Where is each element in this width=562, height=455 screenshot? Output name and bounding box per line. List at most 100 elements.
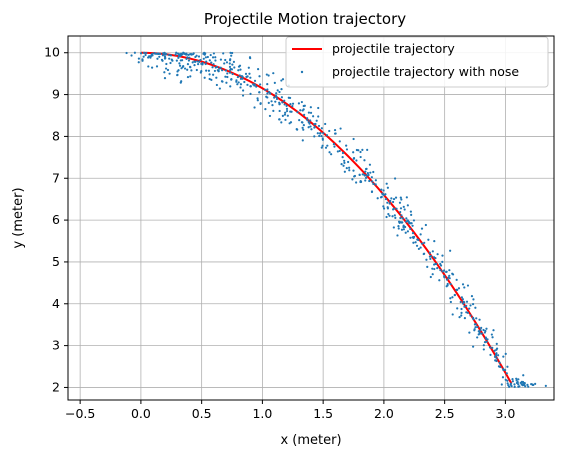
scatter-point	[410, 213, 413, 216]
scatter-point	[374, 183, 377, 186]
scatter-point	[456, 307, 459, 310]
scatter-point	[274, 100, 277, 103]
scatter-point	[212, 73, 215, 76]
scatter-point	[289, 121, 293, 124]
scatter-point	[392, 207, 396, 210]
y-tick-label: 3	[52, 338, 60, 353]
x-axis-ticks: −0.5 0.0 0.5 1.0 1.5 2.0 2.5 3.0	[65, 400, 515, 421]
scatter-point	[460, 311, 463, 314]
scatter-point	[463, 305, 466, 308]
scatter-point	[175, 59, 178, 62]
scatter-point	[239, 83, 243, 86]
scatter-point	[229, 85, 232, 88]
scatter-point	[429, 275, 432, 279]
scatter-point	[322, 132, 325, 135]
scatter-point	[266, 88, 269, 91]
scatter-point	[219, 58, 223, 61]
scatter-point	[267, 74, 270, 77]
scatter-point	[256, 97, 259, 100]
scatter-point	[522, 374, 525, 377]
scatter-point	[502, 368, 505, 371]
scatter-point	[463, 317, 466, 320]
scatter-point	[189, 75, 192, 78]
scatter-point	[458, 316, 461, 319]
scatter-point	[197, 55, 201, 58]
scatter-point	[515, 381, 519, 385]
scatter-point	[492, 329, 495, 332]
scatter-point	[495, 347, 499, 350]
scatter-point	[278, 109, 281, 113]
scatter-point	[265, 95, 268, 98]
scatter-point	[200, 62, 203, 65]
scatter-point	[177, 56, 180, 59]
scatter-point	[258, 75, 261, 78]
scatter-point	[387, 212, 390, 216]
scatter-point	[412, 236, 415, 240]
scatter-point	[212, 63, 215, 66]
scatter-point	[159, 52, 162, 56]
scatter-point	[441, 270, 444, 273]
scatter-point	[224, 58, 227, 62]
scatter-point	[181, 53, 184, 56]
scatter-point	[183, 67, 187, 70]
scatter-point	[158, 55, 161, 58]
legend-entry-noisy: projectile trajectory with nose	[332, 64, 519, 79]
scatter-point	[212, 52, 216, 55]
scatter-point	[483, 331, 487, 334]
scatter-point	[363, 159, 366, 162]
scatter-point	[382, 207, 386, 210]
scatter-point	[178, 64, 182, 67]
scatter-point	[420, 227, 424, 230]
grid-lines	[68, 36, 554, 400]
scatter-point	[179, 59, 182, 62]
scatter-point	[436, 253, 439, 256]
scatter-point	[429, 257, 432, 261]
scatter-point	[476, 325, 479, 329]
scatter-point	[315, 119, 318, 122]
scatter-point	[343, 170, 346, 173]
scatter-point	[526, 383, 529, 386]
scatter-point	[194, 55, 197, 59]
scatter-point	[192, 52, 195, 55]
scatter-point	[451, 313, 454, 316]
scatter-point	[393, 214, 396, 217]
scatter-point	[317, 115, 320, 118]
scatter-point	[137, 61, 140, 64]
scatter-point	[486, 338, 489, 341]
scatter-point	[370, 176, 373, 179]
scatter-point	[499, 365, 502, 368]
scatter-point	[357, 149, 360, 152]
scatter-point	[259, 102, 262, 105]
scatter-point	[345, 144, 348, 147]
scatter-point	[199, 58, 202, 62]
scatter-point	[198, 60, 201, 63]
scatter-point	[515, 379, 518, 382]
scatter-point	[341, 155, 344, 159]
scatter-point	[519, 381, 522, 384]
scatter-point	[504, 378, 507, 381]
scatter-point	[193, 64, 196, 67]
scatter-point	[451, 272, 454, 275]
scatter-point	[285, 107, 289, 110]
scatter-point	[302, 128, 305, 131]
scatter-point	[405, 217, 408, 220]
y-tick-label: 4	[52, 296, 60, 311]
scatter-point	[449, 297, 452, 300]
scatter-point	[156, 57, 159, 60]
scatter-point	[434, 256, 437, 260]
scatter-point	[405, 196, 408, 199]
scatter-point	[474, 323, 477, 326]
scatter-point	[449, 249, 452, 252]
scatter-point	[229, 51, 232, 54]
scatter-point	[353, 174, 357, 178]
scatter-point	[409, 236, 412, 239]
x-axis-label: x (meter)	[280, 433, 341, 448]
scatter-point	[348, 166, 351, 169]
scatter-point	[274, 94, 278, 97]
scatter-point	[231, 63, 234, 66]
scatter-point	[312, 115, 315, 118]
scatter-point	[307, 111, 311, 114]
scatter-point	[205, 60, 208, 63]
scatter-point	[247, 66, 250, 69]
scatter-point	[397, 220, 401, 223]
